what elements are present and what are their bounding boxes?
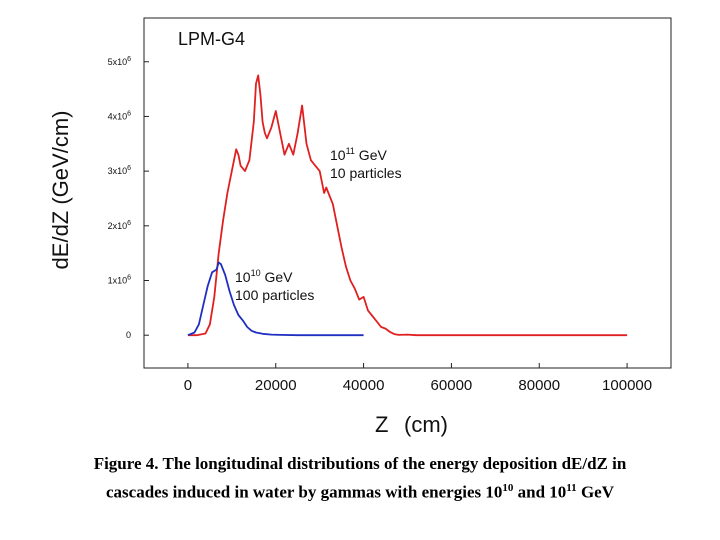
annotation-particles: 100 particles bbox=[235, 287, 314, 303]
x-tick-label: 100000 bbox=[602, 377, 652, 394]
caption-line-2-mid: and 10 bbox=[513, 482, 567, 502]
plot-frame bbox=[143, 17, 672, 369]
figure-caption: Figure 4. The longitudinal distributions… bbox=[0, 452, 720, 505]
series-line-1 bbox=[187, 261, 364, 337]
y-tick-label: 1x106 bbox=[108, 275, 132, 286]
x-tick-label: 0 bbox=[184, 377, 192, 394]
x-tick-label: 40000 bbox=[343, 377, 385, 394]
y-tick-label: 3x106 bbox=[108, 165, 132, 176]
x-tick-label: 60000 bbox=[431, 377, 473, 394]
chart-title: LPM-G4 bbox=[178, 29, 245, 49]
caption-line-2: cascades induced in water by gammas with… bbox=[0, 476, 720, 505]
annotations: 1011 GeV 10 particles 1010 GeV 100 particle… bbox=[235, 146, 402, 303]
x-axis-label: Z bbox=[375, 412, 388, 437]
series-lines bbox=[187, 74, 628, 337]
y-tick-label: 2x106 bbox=[108, 220, 132, 231]
x-axis: 0 20000 40000 60000 80000 100000 bbox=[184, 363, 652, 394]
chart: 0 20000 40000 60000 80000 100000 0 1x106 2x106 3… bbox=[48, 17, 672, 437]
y-tick-label: 4x106 bbox=[108, 110, 132, 121]
y-axis: 0 1x106 2x106 3x106 4x106 5x106 bbox=[108, 56, 149, 340]
annotation-energy: 1010 GeV bbox=[235, 268, 293, 285]
caption-exp-1: 10 bbox=[502, 482, 514, 494]
caption-line-1: Figure 4. The longitudinal distributions… bbox=[93, 454, 627, 473]
x-axis-unit: (cm) bbox=[404, 412, 448, 437]
annotation-energy: 1011 GeV bbox=[330, 146, 387, 163]
y-tick-label: 0 bbox=[126, 330, 131, 340]
x-tick-label: 20000 bbox=[255, 377, 297, 394]
x-tick-label: 80000 bbox=[518, 377, 560, 394]
caption-exp-2: 11 bbox=[566, 482, 577, 494]
annotation-particles: 10 particles bbox=[330, 165, 402, 181]
caption-line-2-post: GeV bbox=[576, 482, 614, 502]
caption-line-2-pre: cascades induced in water by gammas with… bbox=[106, 482, 503, 502]
y-axis-label: dE/dZ (GeV/cm) bbox=[48, 111, 73, 270]
series-line-0 bbox=[187, 74, 628, 337]
y-tick-label: 5x106 bbox=[108, 56, 132, 67]
